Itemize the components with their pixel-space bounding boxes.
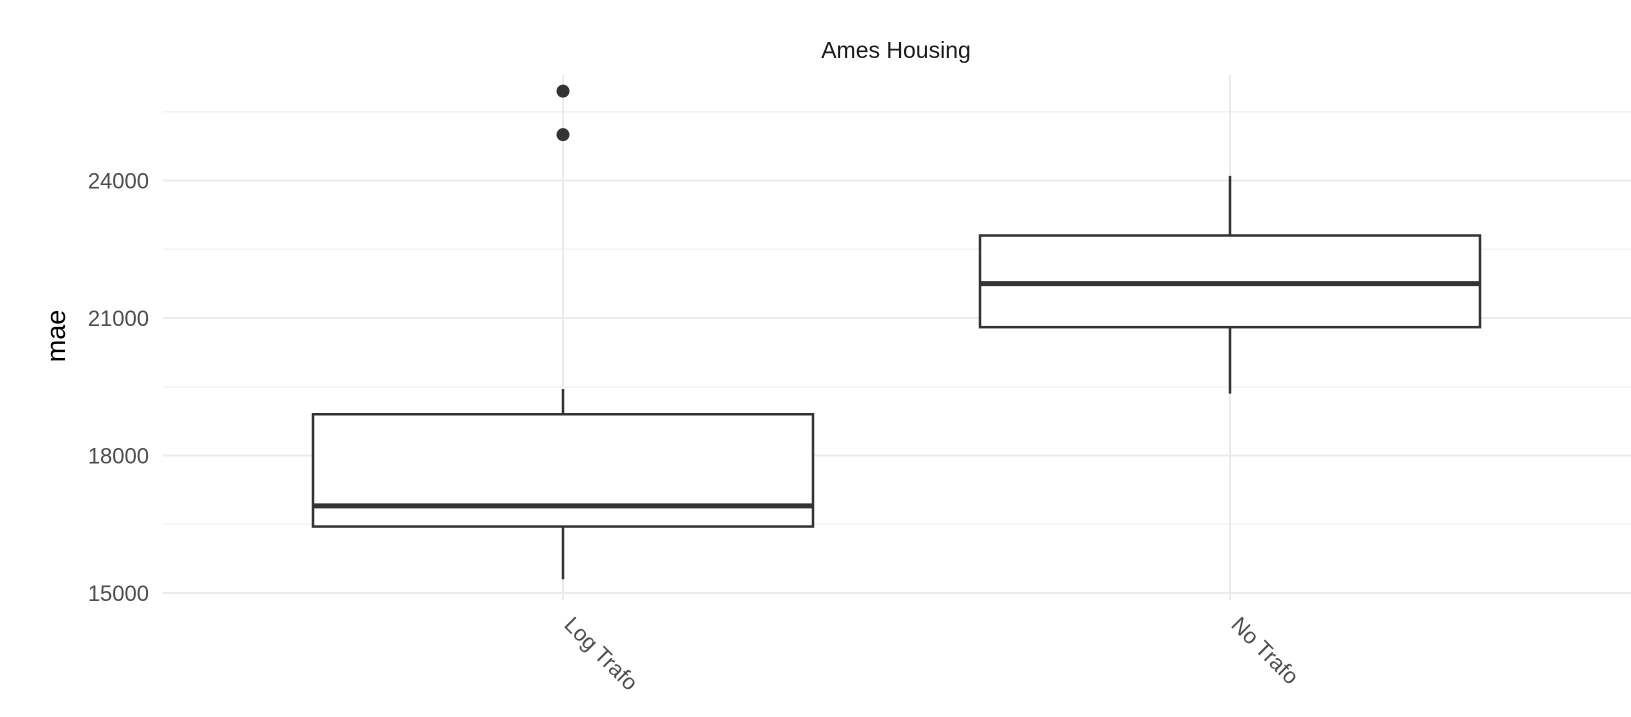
outlier-point <box>556 128 570 142</box>
x-tick-label: Log Trafo <box>559 612 642 695</box>
y-tick-label: 15000 <box>88 581 149 606</box>
box-layer <box>311 84 1482 580</box>
y-tick-label: 21000 <box>88 306 149 331</box>
y-axis-title: mae <box>41 310 71 363</box>
y-tick-label: 18000 <box>88 444 149 469</box>
chart-title: Ames Housing <box>821 37 971 63</box>
y-tick-label: 24000 <box>88 169 149 194</box>
outlier-point <box>556 84 570 98</box>
x-tick-labels: Log Trafo No Trafo <box>559 612 1303 695</box>
iqr-box <box>311 413 815 528</box>
x-tick-label: No Trafo <box>1226 612 1303 689</box>
y-tick-labels: 15000 18000 21000 24000 <box>88 169 149 607</box>
